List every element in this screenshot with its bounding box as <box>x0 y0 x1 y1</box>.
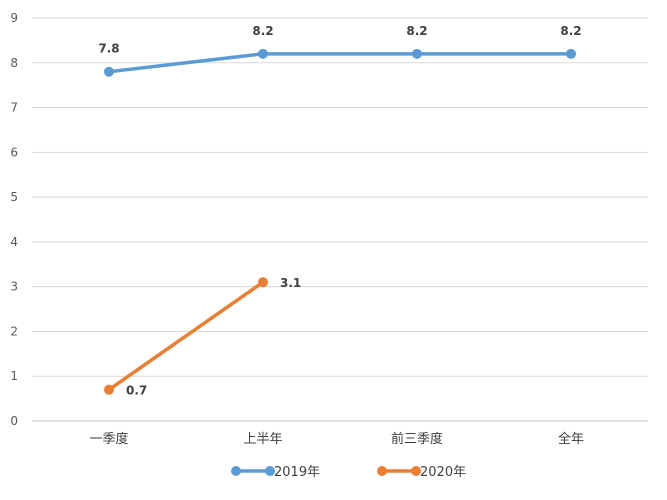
legend: 2019年 2020年 <box>231 465 466 480</box>
x-tick-label-3: 前三季度 <box>391 431 443 447</box>
y-tick-label-0: 0 <box>10 414 18 428</box>
y-axis: 0 1 2 3 4 5 6 7 8 9 <box>10 11 18 428</box>
legend-item-1: 2019年 <box>231 465 320 480</box>
y-tick-label-9: 9 <box>10 11 18 25</box>
series-1: 7.8 8.2 8.2 8.2 <box>98 24 582 77</box>
y-tick-label-3: 3 <box>10 280 18 294</box>
series-1-point-4 <box>566 48 576 59</box>
y-tick-label-8: 8 <box>10 56 18 70</box>
legend-label-2: 2020年 <box>420 465 466 480</box>
legend-item-2: 2020年 <box>377 465 466 480</box>
y-tick-label-7: 7 <box>10 101 18 115</box>
series-1-point-1 <box>104 66 114 77</box>
x-tick-label-4: 全年 <box>558 431 584 447</box>
series-2-point-2 <box>258 277 268 288</box>
x-tick-label-1: 一季度 <box>89 431 128 447</box>
y-tick-label-5: 5 <box>10 190 18 204</box>
series-1-data-label-4: 8.2 <box>560 24 581 38</box>
series-1-data-label-2: 8.2 <box>252 24 273 38</box>
gridlines <box>32 17 648 422</box>
legend-swatch-marker-1 <box>231 466 241 476</box>
x-axis: 一季度 上半年 前三季度 全年 <box>89 431 584 447</box>
series-2-line <box>107 280 265 392</box>
y-tick-label-1: 1 <box>10 369 18 383</box>
series-1-data-label-1: 7.8 <box>98 42 119 56</box>
legend-label-1: 2019年 <box>274 465 320 480</box>
series-2-data-label-2: 3.1 <box>280 276 301 290</box>
y-tick-label-4: 4 <box>10 235 18 249</box>
y-tick-label-2: 2 <box>10 324 18 338</box>
x-tick-label-2: 上半年 <box>243 432 282 447</box>
legend-swatch-marker-2 <box>377 466 387 476</box>
series-2: 0.7 3.1 <box>104 276 301 398</box>
legend-swatch-marker-end-2 <box>411 466 421 476</box>
y-tick-label-6: 6 <box>10 145 18 159</box>
series-1-point-2 <box>258 48 268 59</box>
series-1-point-3 <box>412 48 422 59</box>
series-2-data-label-1: 0.7 <box>126 384 147 398</box>
legend-swatch-marker-end-1 <box>265 466 275 476</box>
series-1-line <box>107 52 573 74</box>
series-layer: 7.8 8.2 8.2 8.2 0.7 3.1 <box>98 24 581 398</box>
series-1-data-label-3: 8.2 <box>406 24 427 38</box>
series-2-point-1 <box>104 384 114 395</box>
